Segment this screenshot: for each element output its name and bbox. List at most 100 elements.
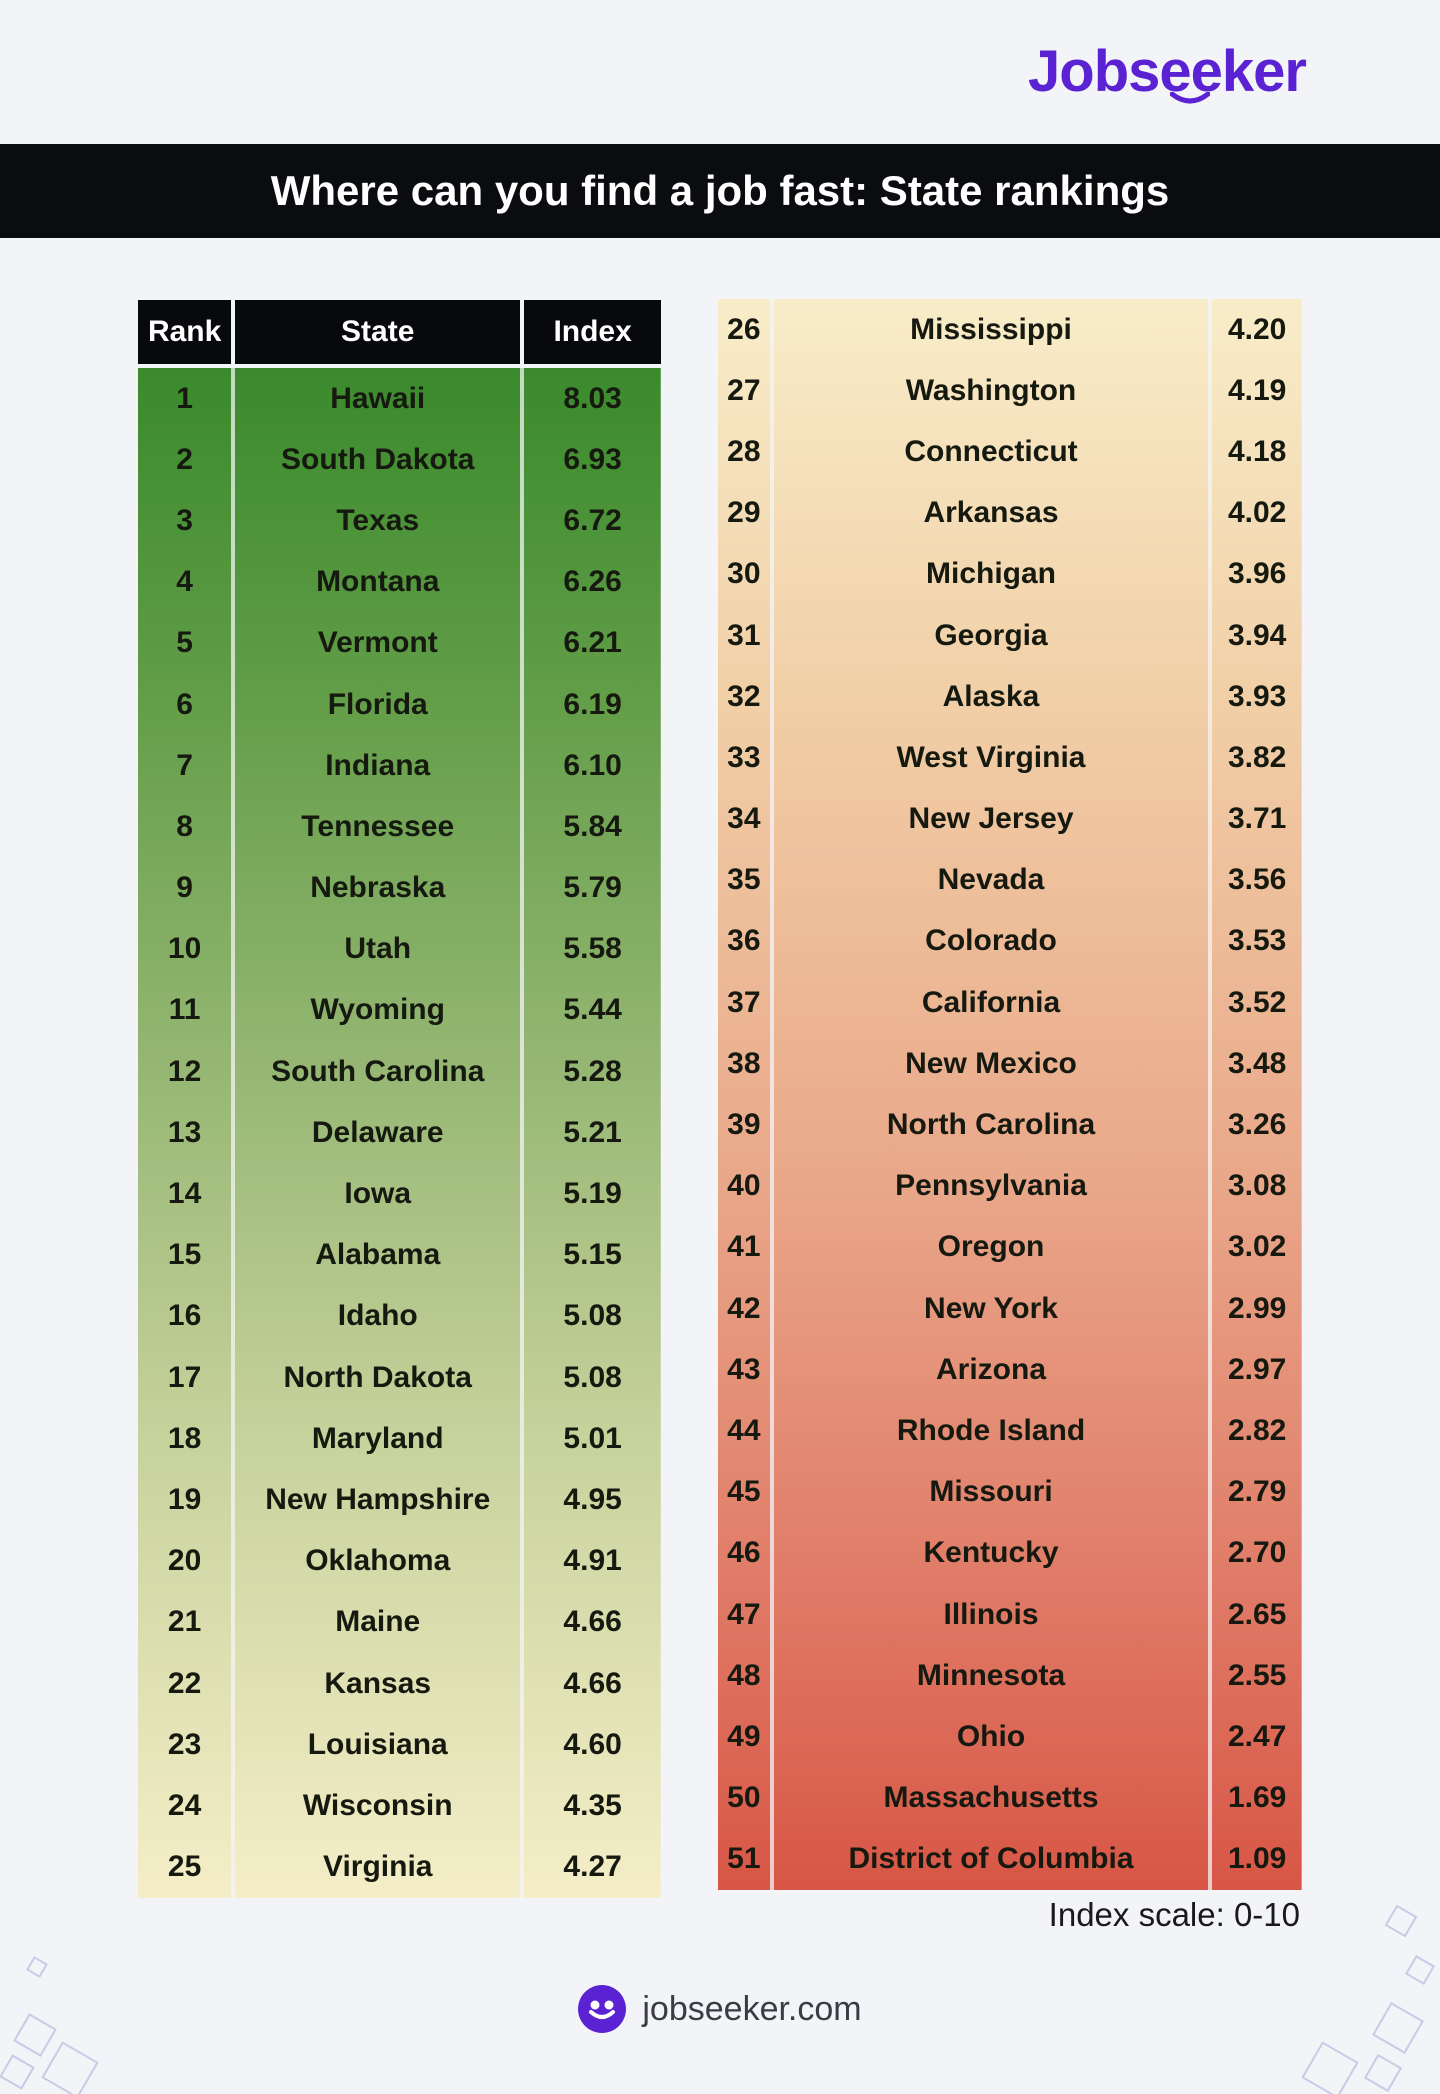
index-cell: 5.15 — [563, 1238, 622, 1272]
rank-cell: 10 — [138, 918, 236, 980]
table-row: 35 Nevada 3.56 — [718, 849, 1302, 911]
index-cell: 4.91 — [563, 1544, 622, 1578]
rank-cell: 37 — [718, 972, 774, 1034]
index-cell: 5.21 — [563, 1115, 622, 1149]
rank-cell: 40 — [718, 1155, 774, 1217]
rank-cell: 2 — [138, 429, 236, 491]
table-row: 50 Massachusetts 1.69 — [718, 1767, 1302, 1829]
table-row: 32 Alaska 3.93 — [718, 666, 1302, 728]
rank-cell: 43 — [718, 1339, 774, 1401]
rank-cell: 49 — [718, 1706, 774, 1768]
index-cell: 3.48 — [1227, 1046, 1287, 1080]
index-cell: 6.21 — [563, 626, 622, 660]
table-row: 41 Oregon 3.02 — [718, 1216, 1302, 1278]
state-cell: Virginia — [233, 1836, 525, 1898]
rank-cell: 6 — [138, 673, 236, 736]
index-cell: 4.02 — [1227, 496, 1287, 530]
index-cell: 5.44 — [563, 993, 622, 1027]
website-link[interactable]: jobseeker.com — [642, 1989, 862, 2028]
state-cell: California — [771, 972, 1213, 1034]
index-cell: 3.82 — [1227, 740, 1287, 774]
table-row: 46 Kentucky 2.70 — [718, 1522, 1302, 1584]
state-cell: New Hampshire — [233, 1469, 525, 1531]
table-row: 27 Washington 4.19 — [718, 360, 1302, 422]
rank-cell: 1 — [138, 366, 236, 430]
rank-cell: 50 — [718, 1767, 774, 1829]
index-cell: 4.27 — [563, 1850, 622, 1884]
rank-cell: 22 — [138, 1652, 236, 1715]
rank-cell: 17 — [138, 1347, 236, 1409]
table-row: 48 Minnesota 2.55 — [718, 1645, 1302, 1707]
table-row: 39 North Carolina 3.26 — [718, 1094, 1302, 1156]
index-cell: 5.08 — [563, 1360, 622, 1394]
state-cell: Connecticut — [771, 421, 1213, 483]
table-row: 10 Utah 5.58 — [138, 918, 661, 980]
rank-cell: 23 — [138, 1714, 236, 1776]
rank-cell: 34 — [718, 788, 774, 850]
rank-cell: 38 — [718, 1033, 774, 1095]
state-cell: New York — [771, 1278, 1213, 1340]
rank-cell: 48 — [718, 1645, 774, 1707]
state-cell: Wyoming — [233, 979, 525, 1042]
rank-cell: 24 — [138, 1775, 236, 1837]
rank-cell: 46 — [718, 1522, 774, 1584]
rank-cell: 11 — [138, 979, 236, 1042]
index-cell: 1.69 — [1227, 1781, 1287, 1815]
index-cell: 3.71 — [1227, 802, 1287, 836]
index-cell: 3.52 — [1227, 985, 1287, 1019]
index-cell: 2.47 — [1227, 1719, 1287, 1753]
rank-cell: 20 — [138, 1530, 236, 1592]
state-cell: North Dakota — [233, 1347, 525, 1409]
decor-squares-left — [0, 1956, 99, 2094]
table-row: 30 Michigan 3.96 — [718, 543, 1302, 605]
table-row: 45 Missouri 2.79 — [718, 1461, 1302, 1523]
table-row: 26 Mississippi 4.20 — [718, 299, 1302, 361]
state-cell: South Carolina — [233, 1041, 525, 1103]
state-cell: Ohio — [771, 1706, 1213, 1768]
header-rank: Rank — [138, 300, 236, 366]
index-cell: 5.58 — [563, 932, 622, 966]
state-cell: Iowa — [233, 1163, 525, 1225]
state-cell: South Dakota — [233, 429, 525, 491]
rank-cell: 42 — [718, 1278, 774, 1340]
table-row: 7 Indiana 6.10 — [138, 735, 661, 797]
index-cell: 3.96 — [1227, 557, 1287, 591]
index-cell: 2.70 — [1227, 1536, 1287, 1570]
table-row: 5 Vermont 6.21 — [138, 612, 661, 674]
index-cell: 3.56 — [1227, 863, 1287, 897]
decor-squares-right — [1301, 1904, 1436, 2094]
state-cell: Minnesota — [771, 1645, 1213, 1707]
table-row: 17 North Dakota 5.08 — [138, 1347, 661, 1409]
rankings-table-bottom: 26 Mississippi 4.20 27 Washington 4.19 28 Conne… — [718, 299, 1302, 1890]
state-cell: Florida — [233, 673, 525, 736]
footer: jobseeker.com — [0, 1985, 1440, 2033]
table-row: 25 Virginia 4.27 — [138, 1836, 661, 1898]
index-cell: 6.26 — [563, 565, 622, 599]
index-cell: 8.03 — [563, 381, 622, 415]
state-cell: Alaska — [771, 666, 1213, 728]
rank-cell: 36 — [718, 910, 774, 973]
rank-cell: 4 — [138, 551, 236, 613]
rank-cell: 13 — [138, 1102, 236, 1164]
state-cell: Pennsylvania — [771, 1155, 1213, 1217]
index-cell: 3.94 — [1227, 618, 1287, 652]
table-row: 4 Montana 6.26 — [138, 551, 661, 613]
state-cell: Indiana — [233, 735, 525, 797]
state-cell: Michigan — [771, 543, 1213, 605]
page-title: Where can you find a job fast: State ran… — [270, 167, 1170, 214]
state-cell: Louisiana — [233, 1714, 525, 1776]
index-cell: 4.19 — [1227, 373, 1287, 407]
table-row: 15 Alabama 5.15 — [138, 1224, 661, 1286]
rank-cell: 12 — [138, 1041, 236, 1103]
state-cell: West Virginia — [771, 727, 1213, 789]
index-cell: 3.26 — [1227, 1108, 1287, 1142]
index-cell: 6.93 — [563, 442, 622, 476]
state-cell: Oregon — [771, 1216, 1213, 1278]
rank-cell: 33 — [718, 727, 774, 789]
index-cell: 4.20 — [1227, 312, 1287, 346]
state-cell: Nevada — [771, 849, 1213, 911]
state-cell: Illinois — [771, 1583, 1213, 1646]
table-header-row: Rank State Index — [138, 300, 661, 366]
table-row: 2 South Dakota 6.93 — [138, 429, 661, 491]
state-cell: Missouri — [771, 1461, 1213, 1523]
